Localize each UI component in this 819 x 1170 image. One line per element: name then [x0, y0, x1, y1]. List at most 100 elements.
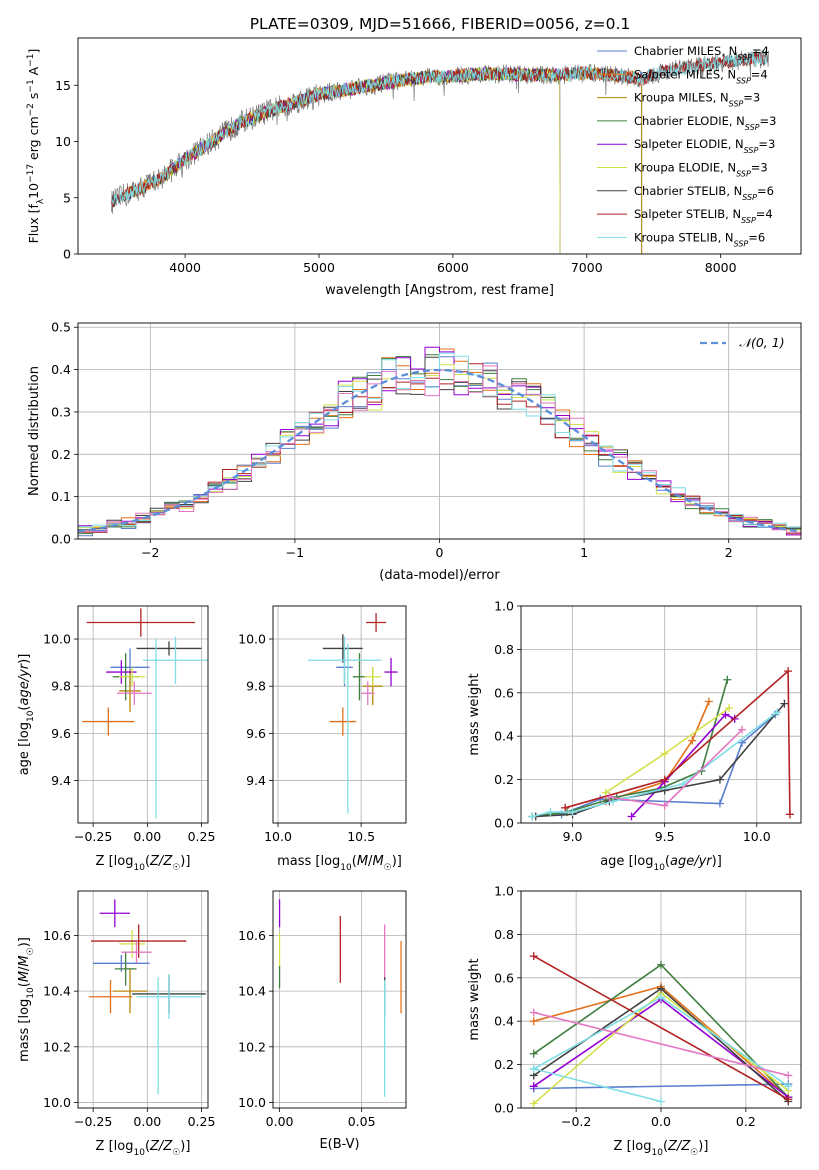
mass-weight-marker — [715, 799, 724, 808]
mass-weight-marker — [529, 1064, 538, 1073]
spectrum-frame — [77, 37, 802, 255]
mass-weight-series-line — [564, 669, 791, 815]
x-tick-label: 4000 — [169, 260, 201, 275]
age_vs_Z-plot-area — [82, 608, 208, 819]
mass_vs_Z-plot-area — [88, 899, 206, 1095]
legend-entry: Kroupa MILES, NSSP=3 — [634, 91, 760, 109]
mass_weight_vs_Z-frame — [520, 890, 802, 1109]
spectrum-axes: 4000 5000 6000 7000 8000 0 5 10 15 — [55, 78, 737, 275]
y-tick-label: 10.2 — [43, 1039, 71, 1054]
spectrum-model-line — [111, 50, 768, 206]
y-tick-label: 10.6 — [43, 928, 71, 943]
y-tick-label: 9.4 — [246, 773, 266, 788]
mass-weight-marker — [529, 1049, 538, 1058]
y-tick-label: 0.4 — [494, 1014, 514, 1029]
mass-weight-marker — [723, 675, 732, 684]
x-tick-label: −0.25 — [74, 829, 112, 844]
legend-entry: Salpeter MILES, NSSP=4 — [634, 67, 768, 85]
mass-weight-marker — [660, 775, 669, 784]
mass-weight-marker — [546, 808, 555, 817]
y-tick-label: 10.6 — [238, 928, 266, 943]
residuals-y-axis-label: Normed distribution — [27, 366, 42, 496]
y-tick-label: 0.4 — [51, 362, 71, 377]
y-tick-label: 0 — [63, 247, 71, 262]
legend-entry: Chabrier STELIB, NSSP=6 — [634, 184, 774, 202]
legend-entry: Chabrier ELODIE, NSSP=3 — [634, 114, 776, 131]
legend-entry: Salpeter ELODIE, NSSP=3 — [634, 137, 775, 155]
mass-weight-Z-x-axis-label: Z [log10(Z/Z☉)] — [614, 1139, 709, 1158]
spectrum-model-line — [123, 66, 643, 254]
mass-weight-marker — [568, 808, 577, 817]
y-tick-label: 9.6 — [51, 726, 71, 741]
y-tick-label: 10.4 — [238, 984, 266, 999]
y-tick-label: 1.0 — [494, 599, 514, 614]
mass-weight-marker — [609, 797, 618, 806]
x-tick-label: 1 — [580, 545, 588, 560]
y-tick-label: 0.5 — [51, 320, 71, 335]
mass_vs_EBV-axes: 0.00 0.05 10.0 10.2 10.4 10.6 — [238, 891, 406, 1129]
y-tick-label: 0.2 — [51, 447, 71, 462]
y-tick-label: 0.0 — [494, 1101, 514, 1116]
mass-weight-series-line — [535, 703, 786, 818]
spectrum-model-line — [171, 66, 561, 254]
mass-weight-series-line — [533, 1068, 662, 1103]
mass-weight-series-line — [533, 955, 789, 1100]
x-tick-label: 9.0 — [563, 829, 583, 844]
y-tick-label: 9.8 — [51, 679, 71, 694]
mass_vs_EBV-frame — [272, 890, 407, 1109]
mass-weight-series-line — [532, 679, 729, 818]
x-tick-label: 9.5 — [655, 829, 675, 844]
age_vs_Z-axes: −0.25 0.00 0.25 9.4 9.6 9.8 10.0 — [43, 606, 215, 844]
x-tick-label: 0.05 — [348, 1114, 376, 1129]
mass-weight-marker — [725, 703, 734, 712]
mass-weight-marker — [738, 725, 747, 734]
y-tick-label: 10.0 — [43, 1095, 71, 1110]
residuals-axes: −2 −1 0 1 2 0.0 0.1 0.2 0.3 0.4 0.5 — [51, 320, 801, 560]
y-tick-label: 0.2 — [494, 1057, 514, 1072]
y-tick-label: 1.0 — [494, 884, 514, 899]
mass-vs-Z-y-axis-label: mass [log10(M/M☉)] — [17, 937, 36, 1062]
mass-weight-marker — [784, 1095, 793, 1104]
x-tick-label: 0.2 — [736, 1114, 756, 1129]
y-tick-label: 10.4 — [43, 984, 71, 999]
mass-weight-marker — [780, 699, 789, 708]
mass_weight_vs_Z-plot-area — [529, 952, 793, 1108]
mass-weight-marker — [657, 993, 665, 1002]
mass-weight-marker — [784, 667, 793, 676]
mass-weight-marker — [657, 960, 665, 969]
age_vs_mass-frame — [272, 605, 407, 824]
mass_weight_vs_Z-axes: −0.2 0.0 0.2 0.0 0.2 0.4 0.6 0.8 1.0 — [494, 884, 801, 1129]
mass-weight-marker — [660, 801, 669, 810]
mass-weight-marker — [785, 810, 794, 819]
figure-title: PLATE=0309, MJD=51666, FIBERID=0056, z=0… — [250, 15, 631, 33]
mass-vs-EBV-x-axis-label: E(B-V) — [319, 1137, 359, 1152]
mass-weight-age-y-axis-label: mass weight — [467, 673, 482, 755]
y-tick-label: 0.3 — [51, 404, 71, 419]
mass-weight-age-x-axis-label: age [log10(age/yr)] — [600, 854, 722, 873]
mass-vs-Z-x-axis-label: Z [log10(Z/Z☉)] — [96, 1139, 191, 1158]
y-tick-label: 0.0 — [51, 532, 71, 547]
mass-weight-marker — [715, 775, 724, 784]
y-tick-label: 9.6 — [246, 726, 266, 741]
legend-entry: Kroupa STELIB, NSSP=6 — [634, 230, 765, 248]
mass_vs_Z-frame — [77, 890, 209, 1109]
x-tick-label: −1 — [286, 545, 304, 560]
y-tick-label: 0.8 — [494, 642, 514, 657]
spectrum-x-axis-label: wavelength [Angstrom, rest frame] — [325, 283, 554, 298]
mass_weight_vs_age-frame — [520, 605, 802, 824]
x-tick-label: 6000 — [437, 260, 469, 275]
y-tick-label: 9.8 — [246, 679, 266, 694]
y-tick-label: 10 — [55, 134, 71, 149]
y-tick-label: 0.4 — [494, 729, 514, 744]
y-tick-label: 5 — [63, 190, 71, 205]
mass-weight-marker — [773, 708, 782, 717]
mass-weight-marker — [529, 1017, 538, 1026]
x-tick-label: 7000 — [571, 260, 603, 275]
x-tick-label: −0.25 — [74, 1114, 112, 1129]
x-tick-label: 8000 — [705, 260, 737, 275]
mass-weight-marker — [704, 697, 713, 706]
y-tick-label: 0.6 — [494, 970, 514, 985]
x-tick-label: 0.25 — [188, 829, 216, 844]
age-vs-Z-y-axis-label: age [log10(age/yr)] — [17, 654, 36, 776]
mass-weight-marker — [605, 792, 614, 801]
